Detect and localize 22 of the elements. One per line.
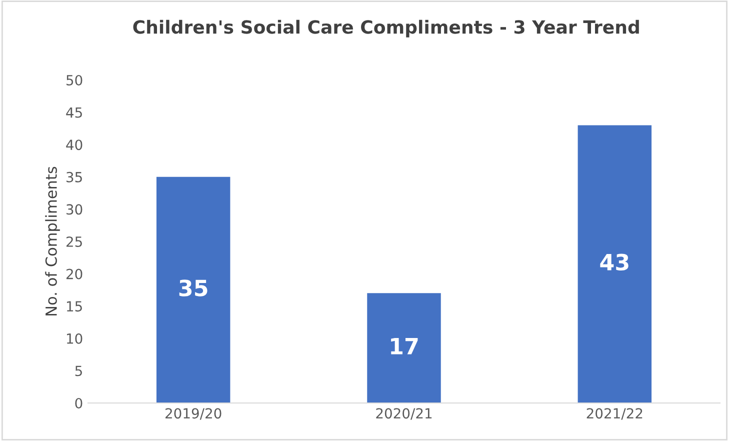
bar: [367, 293, 441, 403]
bar: [578, 125, 652, 403]
x-tick-label: 2020/21: [376, 408, 432, 420]
y-tick-label: 35: [66, 172, 82, 182]
data-label: 43: [600, 254, 628, 271]
x-tick-label: 2021/22: [586, 408, 642, 420]
y-tick-label: 40: [66, 140, 82, 150]
y-tick-label: 50: [66, 74, 82, 86]
x-tick-label: 2019/20: [166, 408, 222, 420]
y-tick-label: 15: [66, 301, 82, 312]
y-tick-label: 25: [66, 236, 82, 247]
data-label: 17: [391, 338, 418, 354]
y-axis-title: No. of Compliments: [45, 166, 60, 316]
chart-title: Children's Social Care Compliments - 3 Year Trend: [133, 20, 639, 38]
y-tick-label: 10: [66, 333, 82, 344]
y-tick-label: 5: [75, 366, 82, 376]
y-tick-label: 0: [75, 398, 82, 408]
y-tick-label: 45: [66, 107, 82, 118]
data-label: 35: [179, 280, 208, 296]
y-tick-label: 20: [66, 268, 82, 280]
y-tick-label: 30: [66, 204, 82, 215]
bar: [156, 176, 230, 403]
